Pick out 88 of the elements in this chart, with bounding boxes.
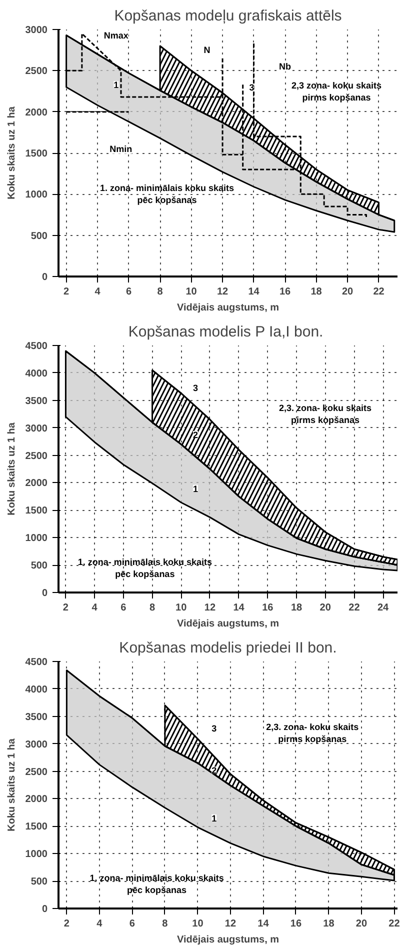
x-tick-label: 12 — [216, 286, 229, 298]
y-tick-label: 2500 — [25, 766, 48, 778]
y-axis-title: Koku skaits uz 1 ha — [6, 106, 18, 200]
x-tick-label: 4 — [94, 286, 101, 298]
y-tick-label: 4500 — [25, 341, 48, 352]
y-tick-label: 3000 — [25, 25, 48, 36]
x-tick-label: 16 — [290, 918, 302, 930]
x-tick-label: 20 — [342, 286, 354, 298]
chart-title: Kopšanas modeļu grafiskais attēls — [114, 8, 342, 24]
y-tick-label: 4500 — [25, 657, 48, 668]
x-axis-title: Vidējais augstums, m — [176, 302, 280, 314]
y-tick-label: 2000 — [25, 107, 48, 118]
y-tick-label: 3000 — [25, 423, 48, 434]
y-tick-label: 3500 — [25, 712, 48, 723]
annotation: Nmax — [104, 30, 128, 41]
x-tick-label: 6 — [120, 602, 127, 614]
annotation: 2 — [192, 430, 198, 440]
x-tick-label: 18 — [290, 602, 303, 614]
y-tick-label: 1500 — [25, 822, 48, 833]
annotation: 2,3. zona- koku skaits pirms kopšanas — [266, 722, 359, 744]
annotation: 2 — [212, 766, 217, 776]
y-tick-label: 0 — [42, 904, 48, 915]
y-tick-label: 0 — [42, 588, 48, 599]
y-tick-label: 3500 — [25, 396, 48, 407]
annotation: 1. zona- minimālais koku skaits pēc kopšanas — [90, 872, 224, 895]
x-tick-label: 2 — [62, 602, 69, 614]
y-tick-label: 0 — [42, 272, 48, 283]
x-tick-label: 6 — [129, 918, 136, 930]
x-tick-label: 10 — [192, 918, 204, 930]
y-tick-label: 1000 — [25, 533, 48, 544]
x-tick-label: 22 — [373, 286, 385, 298]
x-tick-label: 18 — [310, 286, 322, 298]
y-tick-label: 2500 — [25, 66, 48, 78]
x-tick-label: 4 — [92, 602, 98, 614]
x-axis-title: Vidējais augstums, m — [176, 618, 280, 630]
x-tick-label: 16 — [279, 286, 292, 298]
x-tick-label: 10 — [176, 602, 188, 614]
y-tick-label: 3000 — [25, 739, 48, 750]
x-tick-label: 8 — [157, 286, 164, 298]
annotation: 3 — [192, 382, 198, 393]
x-tick-label: 8 — [162, 918, 168, 930]
x-tick-label: 24 — [378, 602, 390, 614]
x-tick-label: 14 — [233, 602, 245, 614]
y-tick-label: 4000 — [25, 684, 48, 696]
x-tick-label: 2 — [64, 286, 70, 298]
x-tick-label: 22 — [348, 602, 360, 614]
y-tick-label: 500 — [30, 560, 48, 572]
annotation: 1 — [192, 484, 198, 494]
annotation: Nb — [278, 62, 292, 72]
y-tick-label: 1000 — [25, 190, 48, 201]
annotation: 2,3 zona- koku skaits pirms kopšanas — [291, 80, 382, 102]
y-axis-title: Koku skaits uz 1 ha — [6, 738, 18, 832]
x-tick-label: 2 — [64, 918, 70, 930]
x-tick-label: 14 — [258, 918, 270, 930]
x-tick-label: 12 — [224, 918, 236, 930]
annotation: 1 — [114, 80, 119, 90]
x-tick-label: 4 — [96, 918, 103, 930]
x-tick-label: 22 — [388, 918, 400, 930]
x-tick-label: 12 — [204, 602, 216, 614]
annotation: 3 — [212, 724, 217, 734]
y-tick-label: 500 — [30, 230, 48, 242]
y-tick-label: 1000 — [25, 849, 48, 860]
y-tick-label: 1500 — [25, 506, 48, 517]
y-tick-label: 2000 — [25, 478, 48, 490]
annotation: 1. zona- minimālais koku skaits pēc kopšanas — [100, 183, 234, 206]
chart-title: Kopšanas modelis priedei II bon. — [119, 640, 337, 656]
x-tick-label: 8 — [149, 602, 156, 614]
y-tick-label: 4000 — [25, 368, 48, 380]
annotation: N — [204, 45, 210, 55]
x-tick-label: 18 — [323, 918, 335, 930]
x-tick-label: 10 — [186, 286, 198, 298]
x-tick-label: 14 — [248, 286, 260, 298]
annotation: 1 — [212, 813, 217, 824]
chart-title: Kopšanas modelis P Ia,I bon. — [128, 324, 324, 340]
x-tick-label: 6 — [126, 286, 132, 298]
x-tick-label: 20 — [320, 602, 332, 614]
y-tick-label: 2500 — [25, 450, 48, 462]
annotation: 1. zona- minimālais koku skaits pēc kopšanas — [78, 556, 212, 579]
y-tick-label: 1500 — [25, 148, 48, 160]
annotation: 3 — [249, 82, 254, 93]
annotation: Nmin — [110, 144, 132, 154]
x-tick-label: 20 — [356, 918, 368, 930]
y-tick-label: 500 — [30, 876, 48, 888]
annotation: 2,3. zona- koku skaits pirms kopšanas — [279, 403, 372, 426]
y-axis-title: Koku skaits uz 1 ha — [6, 422, 18, 516]
x-tick-label: 16 — [262, 602, 274, 614]
x-axis-title: Vidējais augstums, m — [176, 934, 280, 946]
y-tick-label: 2000 — [25, 794, 48, 806]
